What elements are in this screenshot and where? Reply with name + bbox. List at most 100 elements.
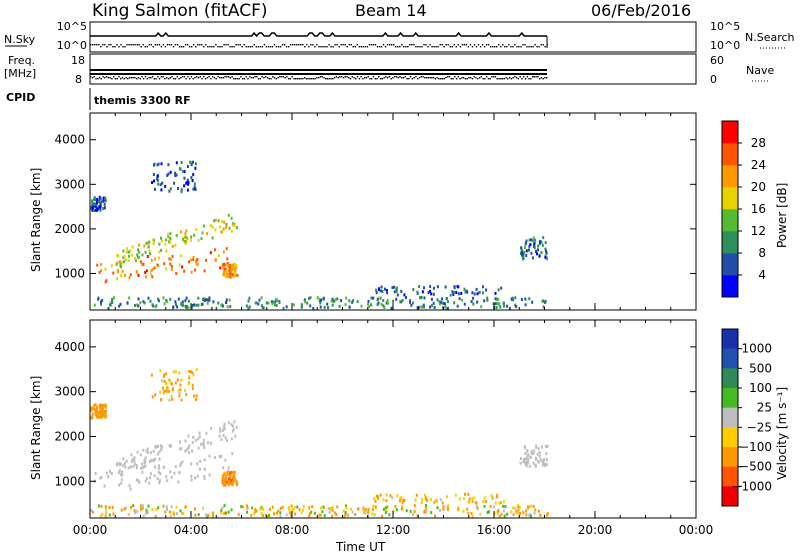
nave-point	[468, 77, 470, 79]
nave-point	[507, 78, 509, 80]
scatter-cell	[258, 298, 261, 302]
scatter-cell	[482, 285, 484, 289]
scatter-cell	[111, 298, 114, 302]
scatter-cell	[165, 382, 168, 385]
scatter-cell	[131, 457, 134, 461]
scatter-cell	[123, 507, 126, 511]
scatter-cell	[180, 161, 183, 164]
nsearch-point	[296, 44, 298, 46]
scatter-cell	[446, 495, 448, 499]
scatter-cell	[160, 162, 163, 166]
scatter-cell	[542, 305, 545, 309]
scatter-cell	[537, 248, 539, 252]
scatter-cell	[372, 296, 375, 300]
scatter-cell	[303, 298, 306, 302]
scatter-cell	[93, 197, 95, 201]
scatter-cell	[195, 368, 198, 371]
scatter-cell	[182, 237, 185, 241]
nave-point	[123, 78, 125, 80]
scatter-cell	[494, 302, 497, 306]
scatter-cell	[539, 513, 542, 517]
nave-point	[455, 78, 458, 80]
scatter-cell	[169, 262, 172, 266]
scatter-cell	[530, 251, 533, 255]
nave-point	[273, 77, 276, 79]
scatter-cell	[100, 409, 103, 413]
scatter-cell	[420, 497, 423, 501]
nsearch-point	[298, 44, 300, 46]
scatter-cell	[179, 440, 181, 444]
scatter-cell	[145, 449, 148, 453]
scatter-cell	[111, 300, 114, 304]
scatter-cell	[234, 434, 237, 438]
nave-point	[321, 76, 323, 78]
scatter-cell	[525, 509, 527, 513]
scatter-cell	[154, 465, 157, 469]
scatter-cell	[410, 303, 413, 307]
scatter-cell	[542, 236, 545, 240]
scatter-cell	[391, 496, 394, 500]
scatter-cell	[385, 509, 388, 513]
scatter-cell	[157, 182, 160, 186]
nsearch-point	[148, 44, 150, 46]
scatter-cell	[516, 511, 519, 515]
scatter-cell	[386, 291, 389, 295]
scatter-cell	[467, 492, 470, 496]
scatter-cell	[149, 460, 151, 463]
scatter-cell	[493, 512, 496, 515]
scatter-cell	[248, 296, 251, 300]
scatter-cell	[156, 163, 159, 167]
scatter-cell	[371, 512, 374, 516]
scatter-cell	[308, 296, 310, 300]
nave-point	[102, 76, 104, 78]
scatter-cell	[172, 512, 175, 516]
colorbar-band	[722, 187, 738, 210]
scatter-cell	[185, 239, 188, 243]
scatter-cell	[163, 262, 166, 266]
nave-point	[487, 78, 490, 80]
scatter-cell	[254, 510, 257, 514]
nave-point	[484, 78, 486, 80]
nsearch-point	[417, 46, 419, 48]
scatter-cell	[222, 425, 225, 429]
nsearch-point	[372, 44, 375, 46]
scatter-cell	[479, 512, 482, 516]
scatter-cell	[99, 196, 102, 200]
scatter-cell	[196, 257, 199, 261]
scatter-cell	[163, 373, 166, 377]
scatter-cell	[100, 263, 103, 266]
scatter-cell	[436, 506, 439, 510]
scatter-cell	[279, 511, 282, 515]
scatter-cell	[482, 291, 484, 295]
scatter-cell	[311, 505, 314, 509]
scatter-cell	[105, 471, 108, 475]
nsearch-point	[193, 44, 195, 46]
scatter-cell	[482, 500, 485, 503]
nsearch-point	[453, 44, 455, 46]
scatter-cell	[300, 305, 303, 309]
nsearch-point	[203, 46, 205, 48]
scatter-cell	[97, 297, 100, 301]
nave-point	[181, 76, 184, 78]
scatter-cell	[139, 504, 142, 508]
scatter-cell	[340, 299, 343, 303]
scatter-cell	[151, 395, 154, 399]
scatter-cell	[96, 410, 99, 414]
scatter-cell	[483, 496, 486, 500]
scatter-cell	[472, 302, 475, 306]
colorbar-tick-label: 25	[757, 401, 772, 415]
scatter-cell	[169, 232, 172, 236]
nsearch-tick-high: 10^5	[710, 20, 740, 33]
y-tick-label: 1000	[54, 266, 85, 280]
scatter-cell	[121, 261, 124, 265]
scatter-cell	[471, 499, 474, 503]
scatter-cell	[536, 252, 538, 256]
scatter-cell	[144, 271, 147, 274]
nsearch-point	[510, 46, 512, 48]
nsearch-point	[368, 44, 371, 46]
scatter-cell	[194, 438, 197, 442]
scatter-cell	[287, 506, 290, 510]
scatter-cell	[157, 444, 160, 448]
scatter-cell	[281, 505, 284, 509]
nave-point	[409, 76, 412, 78]
